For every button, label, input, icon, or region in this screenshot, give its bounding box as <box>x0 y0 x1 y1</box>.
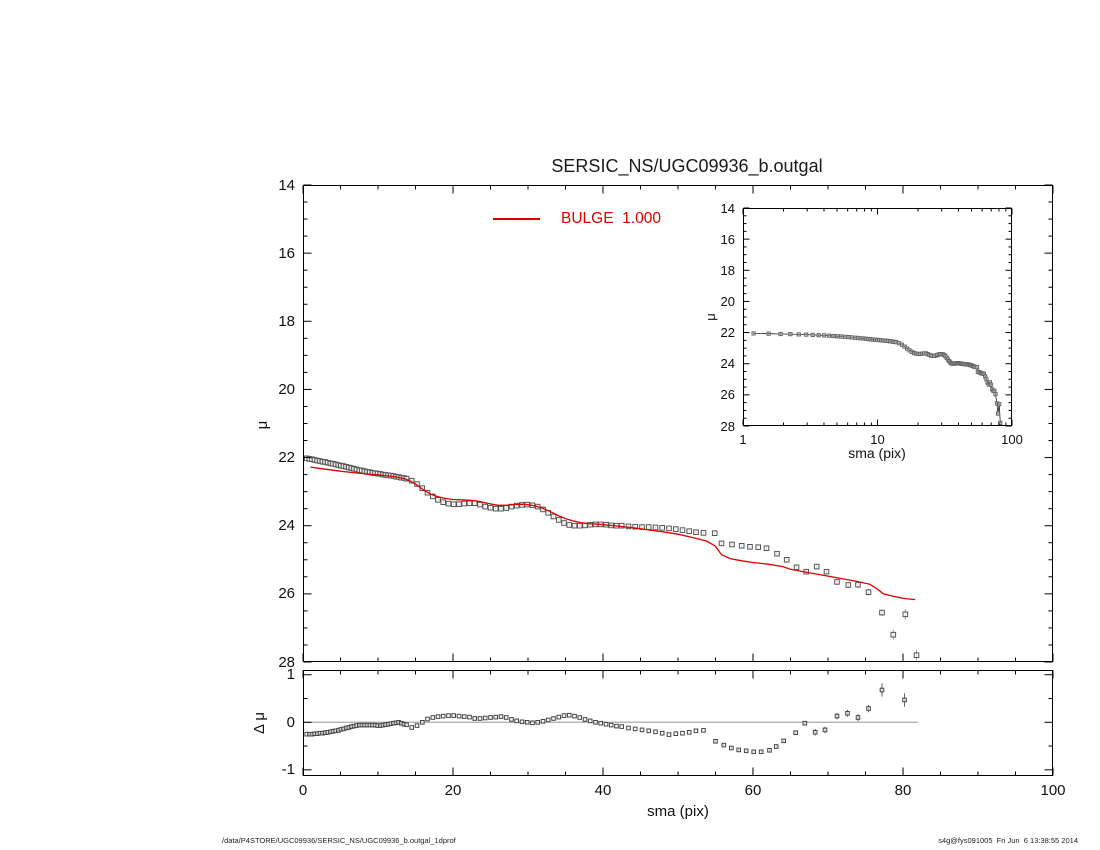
tick-label: 20 <box>444 782 462 799</box>
tick-label: 22 <box>720 325 735 341</box>
tick-label: 14 <box>720 200 735 216</box>
inset-x-axis-title: sma (pix) <box>848 445 906 461</box>
main-y-axis-title: μ <box>254 420 271 430</box>
tick-label: 26 <box>720 387 735 403</box>
tick-label: 60 <box>744 782 762 799</box>
residual-plot-panel <box>302 670 1054 776</box>
tick-label: 1 <box>739 432 747 447</box>
tick-label: 16 <box>278 244 295 262</box>
tick-label: 0 <box>286 713 295 731</box>
tick-label: 28 <box>278 653 295 671</box>
tick-label: 40 <box>594 782 612 799</box>
tick-label: 100 <box>1040 782 1066 799</box>
tick-label: 16 <box>720 231 735 247</box>
tick-label: 80 <box>894 782 912 799</box>
tick-label: 20 <box>720 293 735 309</box>
tick-label: 1 <box>286 666 295 684</box>
legend-line-swatch <box>493 218 540 220</box>
tick-label: 26 <box>278 585 295 603</box>
tick-label: 10 <box>870 432 885 447</box>
legend-label: BULGE 1.000 <box>561 210 661 227</box>
tick-label: 22 <box>278 449 295 467</box>
tick-label: 14 <box>278 176 295 194</box>
x-axis-title: sma (pix) <box>647 803 709 820</box>
tick-label: 24 <box>278 517 295 535</box>
tick-label: 24 <box>720 356 735 372</box>
tick-label: 0 <box>298 782 308 799</box>
footer-path: /data/P4STORE/UGC09936/SERSIC_NS/UGC0993… <box>222 836 456 845</box>
tick-label: 100 <box>1001 432 1023 447</box>
plot-title: SERSIC_NS/UGC09936_b.outgal <box>551 156 823 176</box>
inset-plot-panel <box>742 207 1013 427</box>
tick-label: 28 <box>720 418 735 434</box>
main-plot-panel <box>302 184 1054 663</box>
tick-label: 18 <box>278 312 295 330</box>
tick-label: 18 <box>720 262 735 278</box>
tick-label: -1 <box>281 761 295 779</box>
footer-timestamp: s4g@fys091005 Fri Jun 6 13:38:55 2014 <box>938 836 1078 845</box>
tick-label: 20 <box>278 380 295 398</box>
